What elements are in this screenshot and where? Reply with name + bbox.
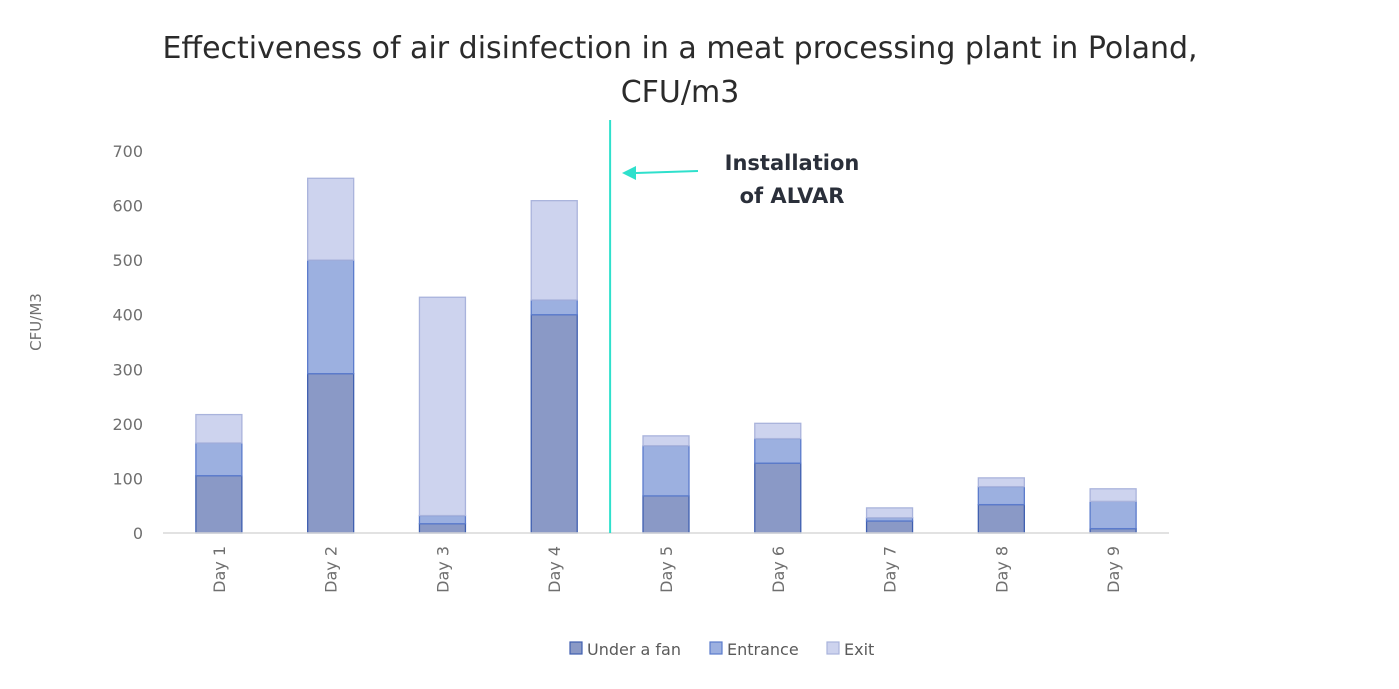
bar-exit-day-1: [195, 413, 243, 444]
legend-label-under-a-fan: Under a fan: [587, 640, 681, 659]
y-tick-label: 100: [112, 469, 143, 488]
installation-annotation: Installation of ALVAR: [609, 120, 860, 533]
x-tick-label: Day 9: [1104, 546, 1123, 593]
x-tick-label: Day 2: [322, 546, 341, 593]
bar-exit-day-9: [1089, 488, 1137, 502]
x-tick-label: Day 8: [992, 546, 1011, 593]
x-tick-label: Day 1: [210, 546, 229, 593]
bar-entrance-day-9: [1089, 500, 1137, 530]
legend: Under a fan Entrance Exit: [569, 640, 874, 659]
bar-entrance-day-8: [977, 485, 1025, 506]
y-tick-label: 600: [112, 197, 143, 216]
legend-swatch-exit: [826, 641, 840, 655]
bar-exit-day-5: [642, 435, 690, 447]
chart-title: Effectiveness of air disinfection in a m…: [162, 31, 1197, 110]
installation-arrow-head: [622, 166, 636, 180]
bar-exit-day-6: [754, 422, 802, 440]
y-tick-label: 200: [112, 415, 143, 434]
bar-under-a-fan-day-8: [977, 503, 1025, 534]
bar-under-a-fan-day-2: [307, 373, 355, 534]
y-axis-title: CFU/M3: [27, 293, 45, 351]
bar-entrance-day-5: [642, 445, 690, 497]
y-tick-label: 500: [112, 251, 143, 270]
bar-exit-day-7: [865, 507, 914, 519]
legend-swatch-under-a-fan: [569, 641, 583, 655]
bar-entrance-day-6: [754, 437, 802, 464]
x-tick-label: Day 3: [433, 546, 452, 593]
x-tick-label: Day 4: [545, 546, 564, 593]
x-axis-ticks: Day 1 Day 2 Day 3 Day 4 Day 5 Day 6 Day 7 Day 8…: [210, 546, 1123, 593]
bar-under-a-fan-day-3: [418, 523, 467, 534]
chart-title-line-1: Effectiveness of air disinfection in a m…: [162, 31, 1197, 66]
legend-label-exit: Exit: [844, 640, 874, 659]
bar-exit-day-2: [307, 177, 355, 261]
y-tick-label: 0: [133, 524, 143, 543]
bar-under-a-fan-day-4: [530, 314, 578, 534]
bar-exit-day-8: [977, 477, 1025, 488]
x-tick-label: Day 6: [769, 546, 788, 593]
annotation-text-line-1: Installation: [725, 151, 860, 175]
y-tick-label: 300: [112, 360, 143, 379]
bar-entrance-day-3: [418, 514, 467, 525]
bar-entrance-day-1: [195, 442, 243, 477]
x-tick-label: Day 5: [657, 546, 676, 593]
bar-exit-day-4: [530, 200, 578, 301]
y-tick-label: 700: [112, 142, 143, 161]
y-axis-ticks: 0 100 200 300 400 500 600 700: [112, 142, 143, 543]
bar-under-a-fan-day-6: [754, 462, 802, 534]
bar-under-a-fan-day-1: [195, 475, 243, 534]
bars: [195, 177, 1137, 534]
x-tick-label: Day 7: [881, 546, 900, 593]
bar-entrance-day-4: [530, 299, 578, 316]
bar-under-a-fan-day-5: [642, 495, 690, 534]
bar-exit-day-3: [418, 296, 467, 517]
y-tick-label: 400: [112, 306, 143, 325]
legend-swatch-entrance: [709, 641, 723, 655]
bar-entrance-day-2: [307, 259, 355, 375]
chart-title-line-2: CFU/m3: [621, 75, 740, 110]
bar-under-a-fan-day-7: [865, 520, 914, 534]
installation-arrow-shaft: [635, 170, 699, 174]
annotation-text-line-2: of ALVAR: [740, 184, 845, 208]
legend-label-entrance: Entrance: [727, 640, 799, 659]
